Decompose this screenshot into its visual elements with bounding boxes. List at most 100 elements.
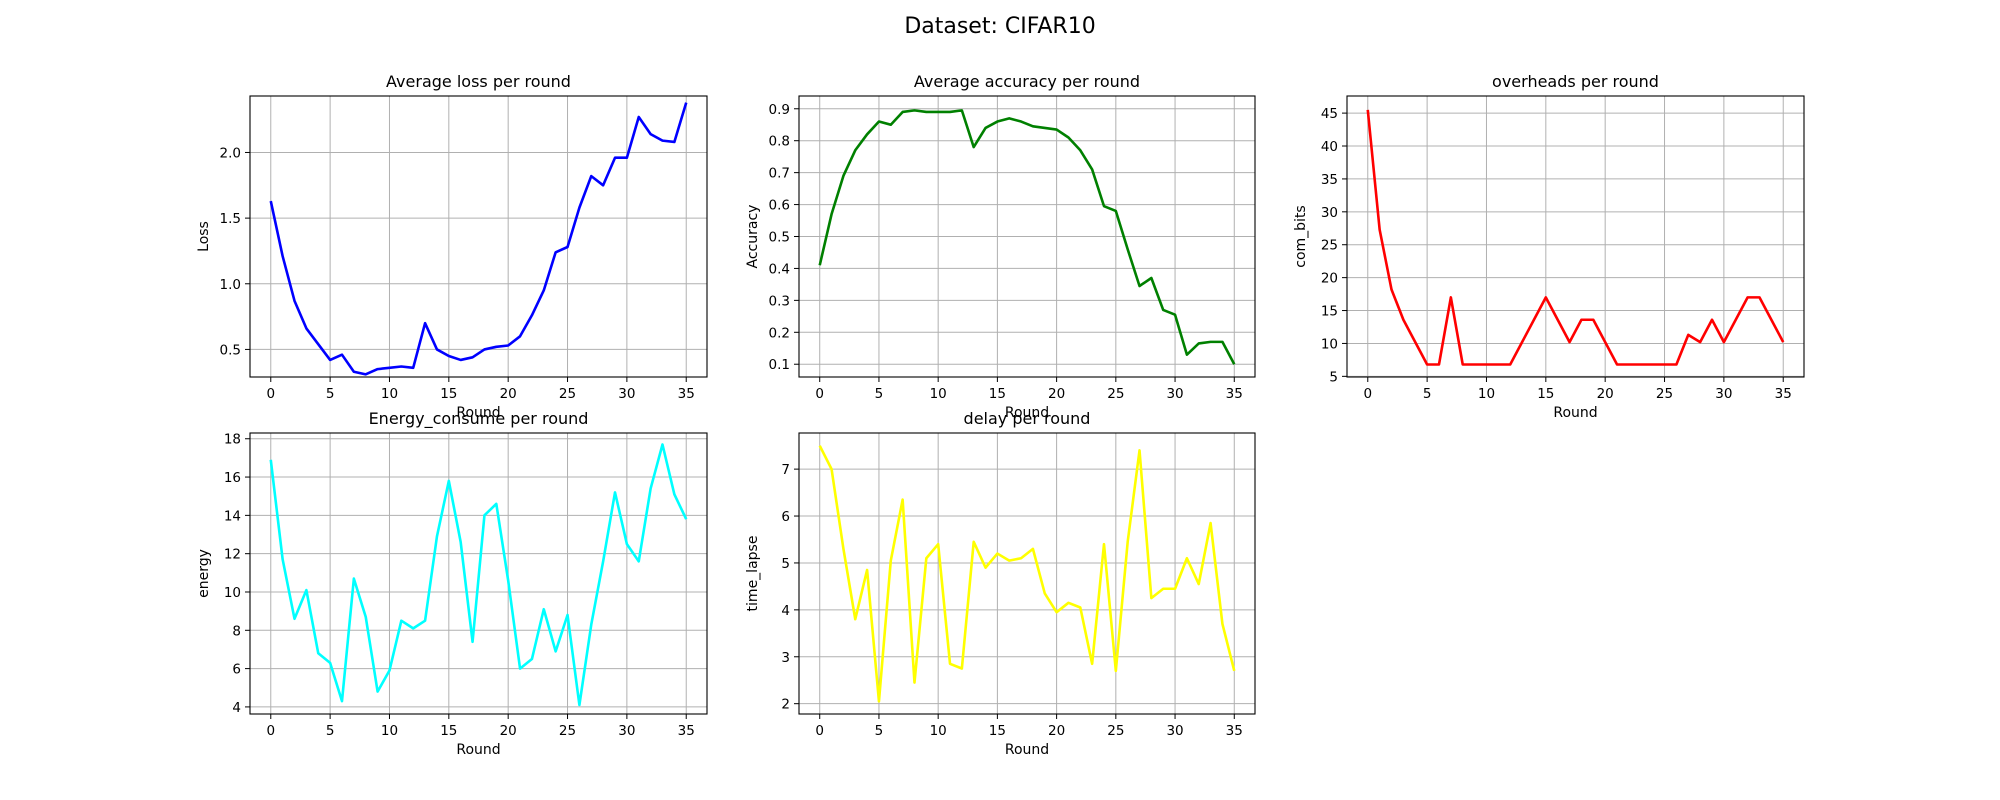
x-axis-label: Round [1553, 405, 1597, 421]
y-tick-label: 25 [1321, 238, 1338, 254]
y-tick-label: 18 [224, 432, 241, 448]
y-axis-label: Accuracy [745, 205, 761, 269]
series-line-0 [269, 443, 688, 707]
x-tick-label: 30 [618, 386, 635, 402]
x-tick-label: 10 [1478, 386, 1495, 402]
y-tick-label: 0.8 [769, 134, 790, 150]
x-tick-label: 0 [266, 723, 275, 739]
subplot-1: 0 5 10 15 20 25 30 35 0.1 0.2 0.3 0.4 0.5 0.6 0.7 0.8 0.… [745, 72, 1256, 421]
subplot-3: 0 5 10 15 20 25 30 35 4 6 8 10 12 14 16 18 Energy_consum… [196, 409, 708, 758]
y-tick-label: 6 [232, 662, 241, 678]
y-axis-label: com_bits [1293, 205, 1309, 267]
y-axis-label: time_lapse [745, 536, 761, 612]
x-tick-label: 10 [930, 723, 947, 739]
x-tick-label: 20 [1597, 386, 1614, 402]
x-axis-label: Round [456, 405, 500, 421]
x-tick-label: 10 [381, 723, 398, 739]
x-tick-label: 30 [1715, 386, 1732, 402]
y-tick-label: 0.4 [769, 261, 790, 277]
y-tick-label: 0.1 [769, 357, 790, 373]
x-tick-label: 0 [266, 386, 275, 402]
x-tick-label: 0 [815, 723, 824, 739]
x-axis-label: Round [1005, 742, 1049, 758]
y-tick-label: 4 [232, 700, 241, 716]
y-tick-label: 5 [1329, 369, 1338, 385]
x-tick-label: 0 [1363, 386, 1372, 402]
y-axis-label: energy [196, 549, 212, 598]
x-tick-label: 25 [1107, 386, 1124, 402]
x-tick-label: 5 [326, 386, 335, 402]
x-tick-label: 35 [678, 386, 695, 402]
y-tick-label: 0.7 [769, 166, 790, 182]
subplot-0: 0 5 10 15 20 25 30 35 0.5 1.0 1.5 2.0 Average loss p… [196, 72, 708, 421]
y-tick-label: 1.5 [220, 211, 241, 227]
y-tick-label: 0.5 [769, 230, 790, 246]
y-tick-label: 45 [1321, 106, 1338, 122]
x-tick-label: 0 [815, 386, 824, 402]
subplot-title: Average accuracy per round [914, 72, 1140, 91]
subplot-4: 0 5 10 15 20 25 30 35 2 3 4 5 6 7 delay per round Round… [745, 409, 1256, 758]
y-tick-label: 10 [1321, 336, 1338, 352]
x-tick-label: 15 [1537, 386, 1554, 402]
axes-frame [249, 432, 708, 715]
y-tick-label: 7 [781, 462, 790, 478]
series-line-0 [818, 109, 1236, 365]
y-tick-label: 0.9 [769, 102, 790, 118]
x-axis-label: Round [456, 742, 500, 758]
x-tick-label: 20 [500, 723, 517, 739]
x-tick-label: 35 [1226, 386, 1243, 402]
x-tick-label: 5 [326, 723, 335, 739]
y-tick-label: 2.0 [220, 145, 241, 161]
x-tick-label: 35 [678, 723, 695, 739]
subplot-title: Average loss per round [386, 72, 571, 91]
figure-title: Dataset: CIFAR10 [904, 14, 1095, 39]
y-tick-label: 0.5 [220, 342, 241, 358]
axes-frame [798, 432, 1256, 715]
axes-frame [798, 95, 1256, 378]
series-line-0 [269, 102, 688, 376]
axes-frame [1346, 95, 1805, 378]
y-tick-label: 0.3 [769, 293, 790, 309]
x-tick-label: 30 [618, 723, 635, 739]
x-tick-label: 20 [1048, 386, 1065, 402]
x-tick-label: 25 [1107, 723, 1124, 739]
y-tick-label: 8 [232, 623, 241, 639]
subplot-title: Energy_consume per round [369, 409, 589, 429]
y-tick-label: 14 [224, 508, 241, 524]
y-tick-label: 20 [1321, 271, 1338, 287]
y-tick-label: 0.2 [769, 325, 790, 341]
x-tick-label: 25 [559, 386, 576, 402]
subplot-title: overheads per round [1492, 72, 1659, 91]
y-tick-label: 12 [224, 547, 241, 563]
y-tick-label: 0.6 [769, 198, 790, 214]
x-tick-label: 35 [1226, 723, 1243, 739]
y-tick-label: 6 [781, 509, 790, 525]
y-tick-label: 5 [781, 556, 790, 572]
x-tick-label: 30 [1166, 386, 1183, 402]
y-tick-label: 3 [781, 650, 790, 666]
series-line-0 [1366, 109, 1785, 366]
y-tick-label: 40 [1321, 139, 1338, 155]
x-tick-label: 5 [875, 723, 884, 739]
y-tick-label: 16 [224, 470, 241, 486]
x-tick-label: 10 [930, 386, 947, 402]
y-tick-label: 2 [781, 697, 790, 713]
x-tick-label: 20 [1048, 723, 1065, 739]
x-tick-label: 5 [875, 386, 884, 402]
x-tick-label: 15 [440, 386, 457, 402]
y-tick-label: 35 [1321, 172, 1338, 188]
series-line-0 [818, 445, 1236, 703]
y-axis-label: Loss [196, 221, 212, 252]
subplot-2: 0 5 10 15 20 25 30 35 5 10 15 20 25 30 35 40 45 overheads… [1293, 72, 1805, 421]
x-tick-label: 35 [1775, 386, 1792, 402]
y-tick-label: 4 [781, 603, 790, 619]
x-axis-label: Round [1005, 405, 1049, 421]
x-tick-label: 5 [1423, 386, 1432, 402]
y-tick-label: 15 [1321, 304, 1338, 320]
x-tick-label: 15 [440, 723, 457, 739]
x-tick-label: 15 [989, 723, 1006, 739]
subplot-title: delay per round [964, 409, 1091, 428]
